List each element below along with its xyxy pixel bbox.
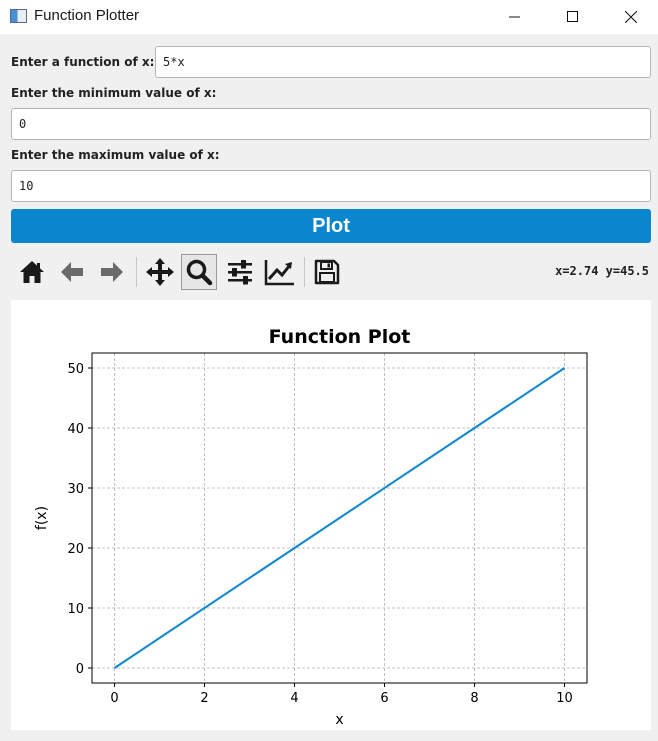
function-input[interactable]: 5*x bbox=[155, 46, 651, 78]
x-axis-label: x bbox=[335, 712, 343, 728]
toolbar-separator bbox=[304, 257, 305, 287]
y-tick-label: 40 bbox=[67, 422, 84, 437]
title-bar[interactable]: Function Plotter bbox=[0, 0, 658, 34]
zoom-icon bbox=[186, 259, 213, 286]
y-axis-label: f(x) bbox=[34, 506, 50, 530]
app-icon bbox=[10, 9, 27, 23]
plot-figure: 0 2 4 6 8 10 0 10 20 30 40 50 Function Plot x f(x) bbox=[34, 326, 588, 728]
y-tick-label: 30 bbox=[67, 482, 84, 497]
x-tick-label: 6 bbox=[380, 691, 388, 706]
window-title: Function Plotter bbox=[34, 7, 140, 24]
back-button[interactable] bbox=[54, 254, 90, 290]
zoom-button[interactable] bbox=[181, 254, 217, 290]
home-icon bbox=[20, 261, 44, 283]
function-label: Enter a function of x: bbox=[11, 55, 155, 69]
back-arrow-icon bbox=[61, 262, 83, 282]
edit-axis-button[interactable] bbox=[262, 254, 298, 290]
min-x-label: Enter the minimum value of x: bbox=[11, 86, 217, 100]
x-tick-label: 8 bbox=[470, 691, 478, 706]
forward-arrow-icon bbox=[101, 262, 123, 282]
save-button[interactable] bbox=[309, 254, 345, 290]
home-button[interactable] bbox=[14, 254, 50, 290]
maximize-icon bbox=[567, 11, 578, 22]
x-tick-label: 4 bbox=[290, 691, 298, 706]
configure-subplots-icon bbox=[228, 260, 252, 285]
plot-button[interactable]: Plot bbox=[11, 209, 651, 243]
pan-icon bbox=[146, 258, 174, 286]
forward-button[interactable] bbox=[94, 254, 130, 290]
axes-frame bbox=[91, 352, 588, 684]
edit-axis-icon bbox=[264, 260, 294, 286]
x-tick-label: 2 bbox=[200, 691, 208, 706]
minimize-button[interactable] bbox=[486, 0, 544, 34]
y-tick-label: 0 bbox=[76, 662, 84, 677]
toolbar-separator bbox=[136, 257, 137, 287]
close-button[interactable] bbox=[602, 0, 658, 34]
x-tick-label: 0 bbox=[110, 691, 118, 706]
chart-title: Function Plot bbox=[269, 326, 411, 348]
coordinate-readout: x=2.74 y=45.5 bbox=[555, 264, 649, 278]
configure-subplots-button[interactable] bbox=[222, 254, 258, 290]
y-tick-label: 20 bbox=[67, 542, 84, 557]
maximize-button[interactable] bbox=[544, 0, 602, 34]
minimize-icon bbox=[509, 16, 520, 18]
y-tick-label: 50 bbox=[67, 362, 84, 377]
plot-canvas[interactable]: 0 2 4 6 8 10 0 10 20 30 40 50 Function Plot x f(x) bbox=[11, 300, 651, 730]
max-x-input[interactable]: 10 bbox=[11, 170, 651, 202]
min-x-input[interactable]: 0 bbox=[11, 108, 651, 140]
close-icon bbox=[625, 11, 637, 23]
series-line bbox=[113, 367, 566, 669]
x-tick-label: 10 bbox=[556, 691, 573, 706]
pan-button[interactable] bbox=[142, 254, 178, 290]
save-icon bbox=[314, 259, 340, 285]
max-x-label: Enter the maximum value of x: bbox=[11, 148, 220, 162]
y-tick-label: 10 bbox=[67, 602, 84, 617]
